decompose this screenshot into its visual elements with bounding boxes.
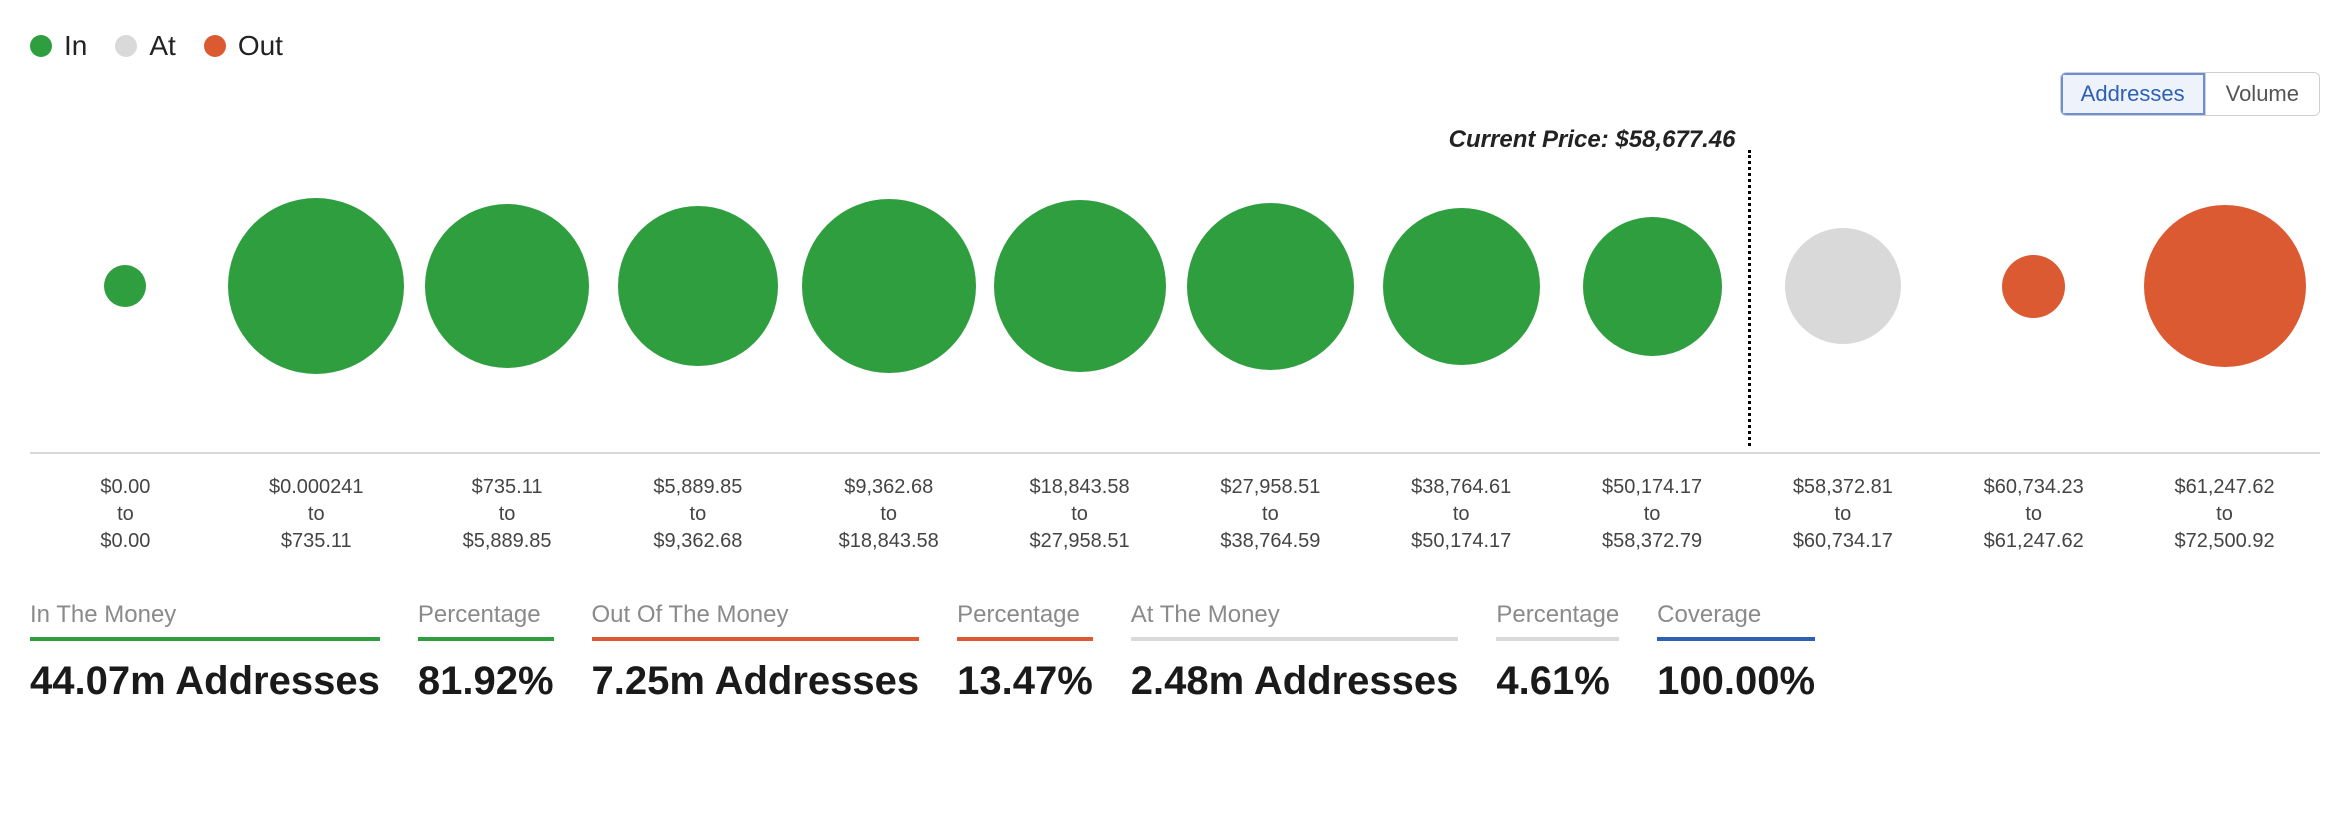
axis-line (30, 452, 2320, 454)
bubble-chart: Current Price: $58,677.46 (30, 126, 2320, 446)
stat-label: Out Of The Money (592, 601, 920, 641)
bubble-slot (1366, 126, 1557, 446)
stat-label: Percentage (418, 601, 554, 641)
bubbles-row (30, 126, 2320, 446)
bubble-at[interactable] (1785, 228, 1901, 344)
bubble-in[interactable] (802, 199, 976, 373)
stat-at-the-money-pct: Percentage 4.61% (1496, 601, 1619, 704)
stat-label: Coverage (1657, 601, 1815, 641)
range-label: $9,362.68to$18,843.58 (793, 474, 984, 555)
current-price-line (1748, 150, 1751, 446)
bubble-slot (602, 126, 793, 446)
legend-label-in: In (64, 30, 87, 62)
bubble-out[interactable] (2144, 205, 2306, 367)
range-label: $61,247.62to$72,500.92 (2129, 474, 2320, 555)
bubble-in[interactable] (618, 206, 778, 366)
range-label: $58,372.81to$60,734.17 (1747, 474, 1938, 555)
stat-value: 100.00% (1657, 659, 1815, 704)
toggle-volume-button[interactable]: Volume (2205, 73, 2319, 115)
legend: In At Out (30, 30, 2320, 62)
legend-label-at: At (149, 30, 175, 62)
legend-label-out: Out (238, 30, 283, 62)
summary-row: In The Money 44.07m Addresses Percentage… (30, 601, 2320, 704)
bubble-slot (793, 126, 984, 446)
bubble-in[interactable] (1187, 203, 1354, 370)
range-label: $50,174.17to$58,372.79 (1557, 474, 1748, 555)
range-label: $735.11to$5,889.85 (412, 474, 603, 555)
bubble-slot (1938, 126, 2129, 446)
range-label: $0.00to$0.00 (30, 474, 221, 555)
stat-value: 44.07m Addresses (30, 659, 380, 704)
stat-value: 7.25m Addresses (592, 659, 920, 704)
stat-label: In The Money (30, 601, 380, 641)
bubble-in[interactable] (425, 204, 589, 368)
bubble-slot (412, 126, 603, 446)
legend-dot-in (30, 35, 52, 57)
legend-item-out: Out (204, 30, 283, 62)
bubble-in[interactable] (1383, 208, 1540, 365)
stat-label: Percentage (1496, 601, 1619, 641)
bubble-slot (1557, 126, 1748, 446)
legend-item-at: At (115, 30, 175, 62)
legend-dot-out (204, 35, 226, 57)
bubble-in[interactable] (228, 198, 404, 374)
stat-value: 4.61% (1496, 659, 1619, 704)
view-toggle-group: Addresses Volume (2060, 72, 2320, 116)
view-toggle-row: Addresses Volume (30, 72, 2320, 116)
stat-coverage: Coverage 100.00% (1657, 601, 1815, 704)
range-label: $18,843.58to$27,958.51 (984, 474, 1175, 555)
bubble-out[interactable] (2002, 255, 2065, 318)
bubble-in[interactable] (994, 200, 1166, 372)
range-label: $60,734.23to$61,247.62 (1938, 474, 2129, 555)
stat-out-of-the-money-pct: Percentage 13.47% (957, 601, 1093, 704)
current-price-label: Current Price: $58,677.46 (1449, 126, 1748, 154)
ranges-row: $0.00to$0.00$0.000241to$735.11$735.11to$… (30, 474, 2320, 555)
stat-value: 2.48m Addresses (1131, 659, 1459, 704)
stat-out-of-the-money: Out Of The Money 7.25m Addresses (592, 601, 920, 704)
bubble-in[interactable] (1583, 217, 1722, 356)
legend-item-in: In (30, 30, 87, 62)
stat-label: Percentage (957, 601, 1093, 641)
range-label: $0.000241to$735.11 (221, 474, 412, 555)
stat-label: At The Money (1131, 601, 1459, 641)
bubble-slot (221, 126, 412, 446)
bubble-slot (30, 126, 221, 446)
range-label: $27,958.51to$38,764.59 (1175, 474, 1366, 555)
stat-at-the-money: At The Money 2.48m Addresses (1131, 601, 1459, 704)
bubble-slot (1175, 126, 1366, 446)
toggle-addresses-button[interactable]: Addresses (2061, 73, 2205, 115)
stat-in-the-money-pct: Percentage 81.92% (418, 601, 554, 704)
stat-value: 13.47% (957, 659, 1093, 704)
range-label: $5,889.85to$9,362.68 (602, 474, 793, 555)
bubble-in[interactable] (104, 265, 146, 307)
bubble-slot (1747, 126, 1938, 446)
bubble-slot (2129, 126, 2320, 446)
legend-dot-at (115, 35, 137, 57)
stat-value: 81.92% (418, 659, 554, 704)
bubble-slot (984, 126, 1175, 446)
stat-in-the-money: In The Money 44.07m Addresses (30, 601, 380, 704)
range-label: $38,764.61to$50,174.17 (1366, 474, 1557, 555)
